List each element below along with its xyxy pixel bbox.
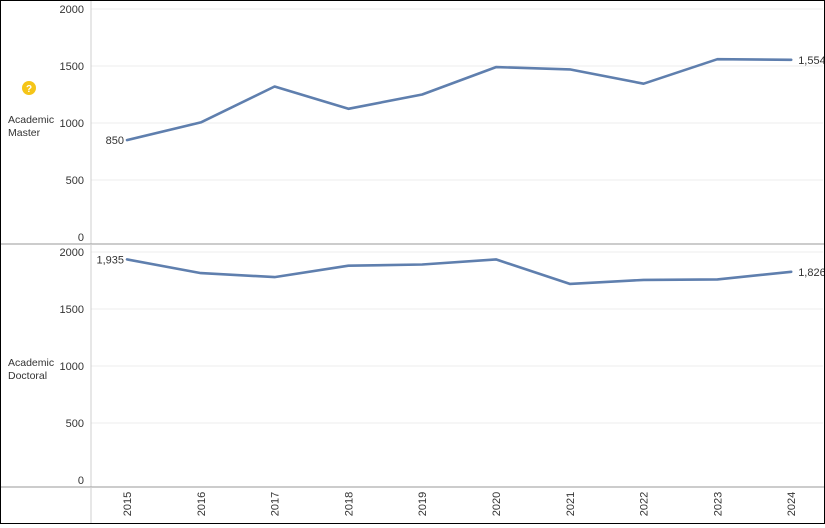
x-tick-label: 2019 xyxy=(417,492,429,516)
row-label: Academic xyxy=(8,114,54,126)
help-icon-circle[interactable] xyxy=(22,81,36,95)
series-line xyxy=(125,258,793,286)
x-tick-label: 2022 xyxy=(639,492,651,516)
data-label-start: 1,935 xyxy=(96,254,124,266)
help-icon[interactable]: ? xyxy=(22,81,36,95)
y-tick-label: 2000 xyxy=(60,4,84,16)
x-tick-label: 2023 xyxy=(712,492,724,516)
y-tick-label: 500 xyxy=(66,175,84,187)
row-label: Academic xyxy=(8,357,54,369)
y-tick-label: 0 xyxy=(78,475,84,487)
help-icon-glyph[interactable]: ? xyxy=(26,84,32,95)
x-tick-label: 2024 xyxy=(786,492,798,516)
x-tick-label: 2017 xyxy=(270,492,282,516)
x-tick-label: 2018 xyxy=(343,492,355,516)
data-label-end: 1,554 xyxy=(798,55,824,67)
row-label: Doctoral xyxy=(8,370,47,382)
y-tick-label: 0 xyxy=(78,232,84,244)
data-label-end: 1,826 xyxy=(798,267,824,279)
data-label-start: 850 xyxy=(106,135,124,147)
row-label: Master xyxy=(8,127,41,139)
y-tick-label: 500 xyxy=(66,418,84,430)
y-tick-label: 1000 xyxy=(60,118,84,130)
y-tick-label: 1500 xyxy=(60,61,84,73)
x-axis: 2015 2016 2017 2018 2019 2020 2021 2022 2023 2024 xyxy=(90,487,798,523)
y-tick-label: 1000 xyxy=(60,361,84,373)
y-tick-label: 1500 xyxy=(60,304,84,316)
x-tick-label: 2021 xyxy=(565,492,577,516)
series-line xyxy=(125,57,793,142)
x-tick-label: 2016 xyxy=(196,492,208,516)
x-tick-label: 2015 xyxy=(122,492,134,516)
x-tick-label: 2020 xyxy=(491,492,503,516)
y-tick-label: 2000 xyxy=(60,247,84,259)
